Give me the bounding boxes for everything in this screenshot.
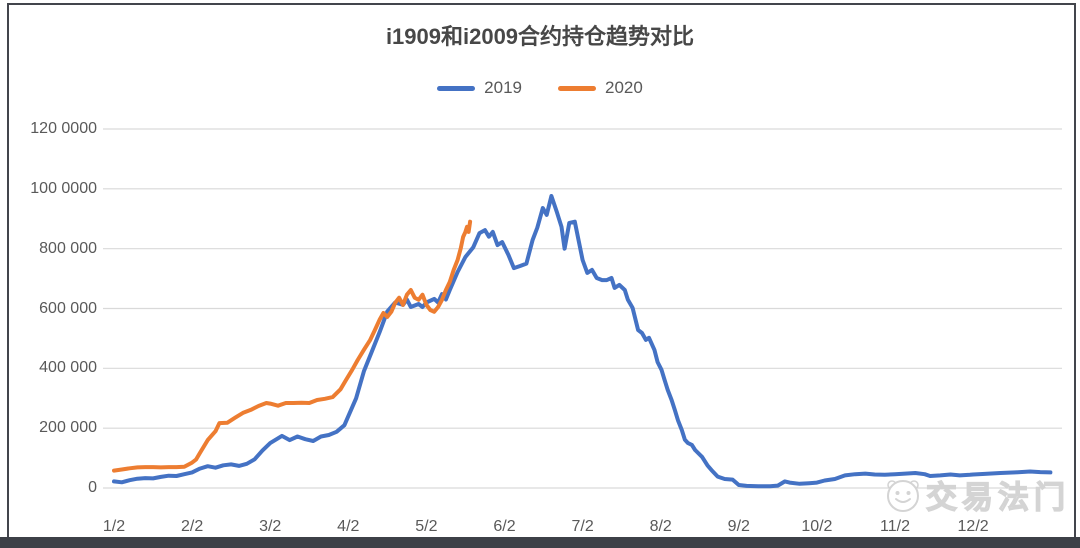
x-tick-label: 8/2: [649, 518, 672, 535]
bottom-bar: [0, 537, 1080, 548]
watermark: 交易法门: [883, 472, 1070, 517]
legend-label: 2019: [484, 78, 522, 97]
series-line-2020: [112, 219, 473, 473]
x-tick-label: 2/2: [180, 518, 204, 535]
x-tick-label: 4/2: [337, 518, 360, 535]
y-tick-label: 800 000: [39, 239, 97, 257]
series-line-2019: [112, 194, 1053, 489]
y-tick-label: 120 0000: [30, 120, 97, 137]
x-tick-label: 11/2: [880, 518, 910, 535]
y-tick-label: 100 0000: [30, 179, 97, 197]
y-tick-label: 0: [88, 479, 97, 496]
x-tick-label: 6/2: [493, 518, 516, 535]
legend-label: 2020: [605, 78, 643, 97]
x-tick-label: 9/2: [727, 518, 750, 535]
legend-swatch-2020: [558, 85, 596, 91]
legend-swatch-2019: [437, 85, 476, 91]
x-tick-label: 7/2: [571, 518, 594, 535]
x-tick-label: 3/2: [259, 518, 282, 535]
smiley-logo-icon: [887, 479, 919, 512]
chart-title: i1909和i2009合约持仓趋势对比: [385, 24, 695, 49]
chart-legend: 2019 2020: [0, 78, 1080, 98]
legend-item-2019: 2019: [437, 78, 522, 98]
y-tick-label: 400 000: [39, 359, 97, 377]
y-tick-label: 200 000: [39, 419, 97, 437]
x-tick-label: 1/2: [102, 518, 126, 535]
watermark-text: 交易法门: [925, 479, 1070, 515]
x-tick-label: 12/2: [957, 518, 989, 535]
y-tick-label: 600 000: [39, 299, 97, 317]
legend-item-2020: 2020: [558, 78, 643, 98]
x-tick-label: 5/2: [415, 518, 438, 535]
x-tick-label: 10/2: [801, 518, 833, 535]
